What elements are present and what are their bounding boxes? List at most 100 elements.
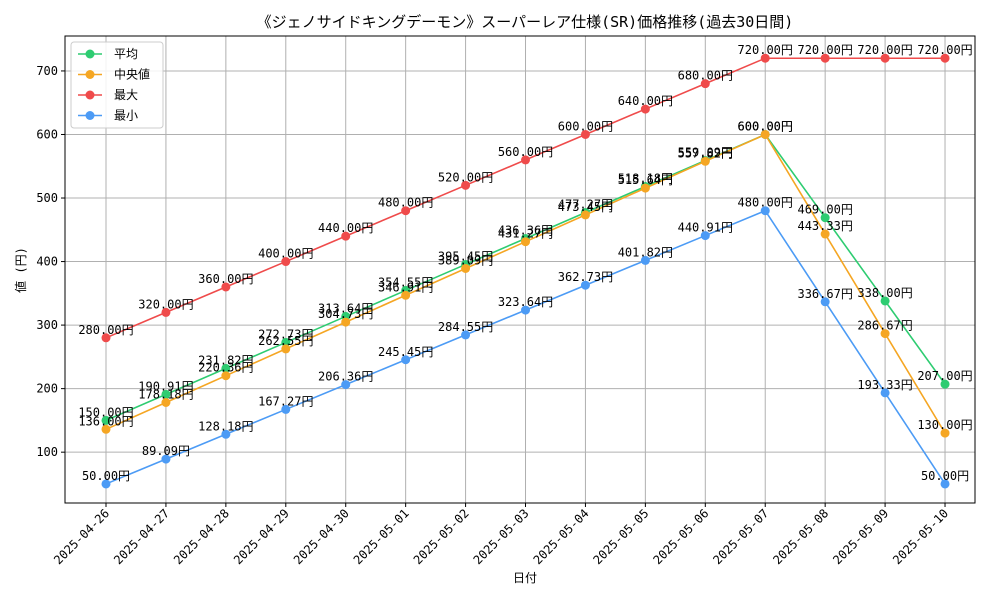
data-label: 178.18円 xyxy=(138,387,193,401)
data-point xyxy=(820,53,830,63)
data-label: 389.09円 xyxy=(438,253,493,267)
data-label: 320.00円 xyxy=(138,297,193,311)
x-tick-label: 2025-05-08 xyxy=(770,506,831,567)
legend-label: 最小 xyxy=(114,109,138,123)
data-label: 360.00円 xyxy=(198,272,253,286)
x-tick-label: 2025-05-02 xyxy=(411,506,472,567)
data-point xyxy=(940,479,950,489)
data-label: 515.64円 xyxy=(618,173,673,187)
data-label: 680.00円 xyxy=(678,69,733,83)
data-point xyxy=(521,305,531,315)
data-label: 520.00円 xyxy=(438,170,493,184)
data-label: 518.18円 xyxy=(618,171,673,185)
data-label: 440.91円 xyxy=(678,221,733,235)
data-point xyxy=(940,379,950,389)
data-point xyxy=(640,183,650,193)
data-point xyxy=(700,231,710,241)
data-label: 400.00円 xyxy=(258,247,313,261)
y-tick-label: 200 xyxy=(36,382,58,396)
data-point xyxy=(101,424,111,434)
y-axis: 100 200 300 400 500 600 700 xyxy=(36,64,65,459)
data-label: 286.67円 xyxy=(857,319,912,333)
x-tick-label: 2025-04-26 xyxy=(51,506,112,567)
legend-swatch-marker xyxy=(85,70,95,79)
data-point xyxy=(880,53,890,63)
data-label: 443.33円 xyxy=(797,219,852,233)
data-label: 231.82円 xyxy=(198,353,253,367)
data-point xyxy=(341,317,351,327)
legend-label: 平均 xyxy=(114,47,138,61)
data-point xyxy=(341,380,351,390)
data-label: 473.45円 xyxy=(558,200,613,214)
data-label: 401.82円 xyxy=(618,245,673,259)
x-tick-label: 2025-04-28 xyxy=(171,506,232,567)
x-tick-label: 2025-05-09 xyxy=(830,506,891,567)
data-label: 245.45円 xyxy=(378,345,433,359)
data-point xyxy=(341,231,351,241)
data-label: 323.64円 xyxy=(498,295,553,309)
data-label: 480.00円 xyxy=(738,196,793,210)
data-point xyxy=(461,180,471,190)
data-point xyxy=(161,454,171,464)
x-tick-label: 2025-04-29 xyxy=(231,506,292,567)
data-label: 600.00円 xyxy=(558,119,613,133)
data-point xyxy=(221,429,231,439)
data-label: 89.09円 xyxy=(142,444,190,458)
x-tick-label: 2025-05-05 xyxy=(591,506,652,567)
x-tick-label: 2025-05-07 xyxy=(710,506,771,567)
data-label: 280.00円 xyxy=(78,323,133,337)
data-point xyxy=(700,156,710,166)
legend-box xyxy=(70,41,164,129)
data-label: 440.00円 xyxy=(318,221,373,235)
data-label: 313.64円 xyxy=(318,301,373,315)
data-point xyxy=(820,213,830,223)
y-axis-label: 値 (円) xyxy=(13,247,28,293)
plot-frame xyxy=(64,35,976,504)
data-point xyxy=(101,479,111,489)
series-layer xyxy=(101,53,950,489)
data-label: 436.36円 xyxy=(498,223,553,237)
data-label: 480.00円 xyxy=(378,196,433,210)
data-point xyxy=(521,237,531,247)
data-label: 557.82円 xyxy=(678,146,733,160)
data-point xyxy=(820,297,830,307)
data-label: 720.00円 xyxy=(857,43,912,57)
chart-title: 《ジェノサイドキングデーモン》スーパーレア仕様(SR)価格推移(過去30日間) xyxy=(257,13,794,31)
data-label: 354.55円 xyxy=(378,275,433,289)
data-label: 477.27円 xyxy=(558,197,613,211)
data-label: 207.00円 xyxy=(917,369,972,383)
data-label: 128.18円 xyxy=(198,419,253,433)
x-tick-label: 2025-05-01 xyxy=(351,506,412,567)
x-axis-label: 日付 xyxy=(513,571,537,585)
legend-label: 最大 xyxy=(114,88,138,102)
data-point xyxy=(221,363,231,373)
data-point xyxy=(760,206,770,216)
y-tick-label: 700 xyxy=(36,64,58,78)
data-label: 338.00円 xyxy=(857,286,912,300)
x-tick-label: 2025-05-10 xyxy=(890,506,951,567)
data-point xyxy=(880,388,890,398)
data-point xyxy=(161,307,171,317)
data-label: 136.00円 xyxy=(78,414,133,428)
grid xyxy=(65,36,975,503)
data-point xyxy=(101,415,111,425)
y-tick-label: 300 xyxy=(36,318,58,332)
legend-swatch-marker xyxy=(85,111,95,120)
data-point xyxy=(281,337,291,347)
data-label: 336.67円 xyxy=(797,287,852,301)
data-label: 272.73円 xyxy=(258,327,313,341)
data-label: 206.36円 xyxy=(318,370,373,384)
data-point xyxy=(461,330,471,340)
data-label: 362.73円 xyxy=(558,270,613,284)
data-point xyxy=(940,428,950,438)
x-tick-label: 2025-05-06 xyxy=(650,506,711,567)
data-point xyxy=(281,344,291,354)
data-point xyxy=(461,263,471,273)
data-point xyxy=(760,53,770,63)
data-label: 190.91円 xyxy=(138,379,193,393)
x-tick-label: 2025-04-30 xyxy=(291,506,352,567)
data-label: 150.00円 xyxy=(78,405,133,419)
data-point xyxy=(580,210,590,220)
